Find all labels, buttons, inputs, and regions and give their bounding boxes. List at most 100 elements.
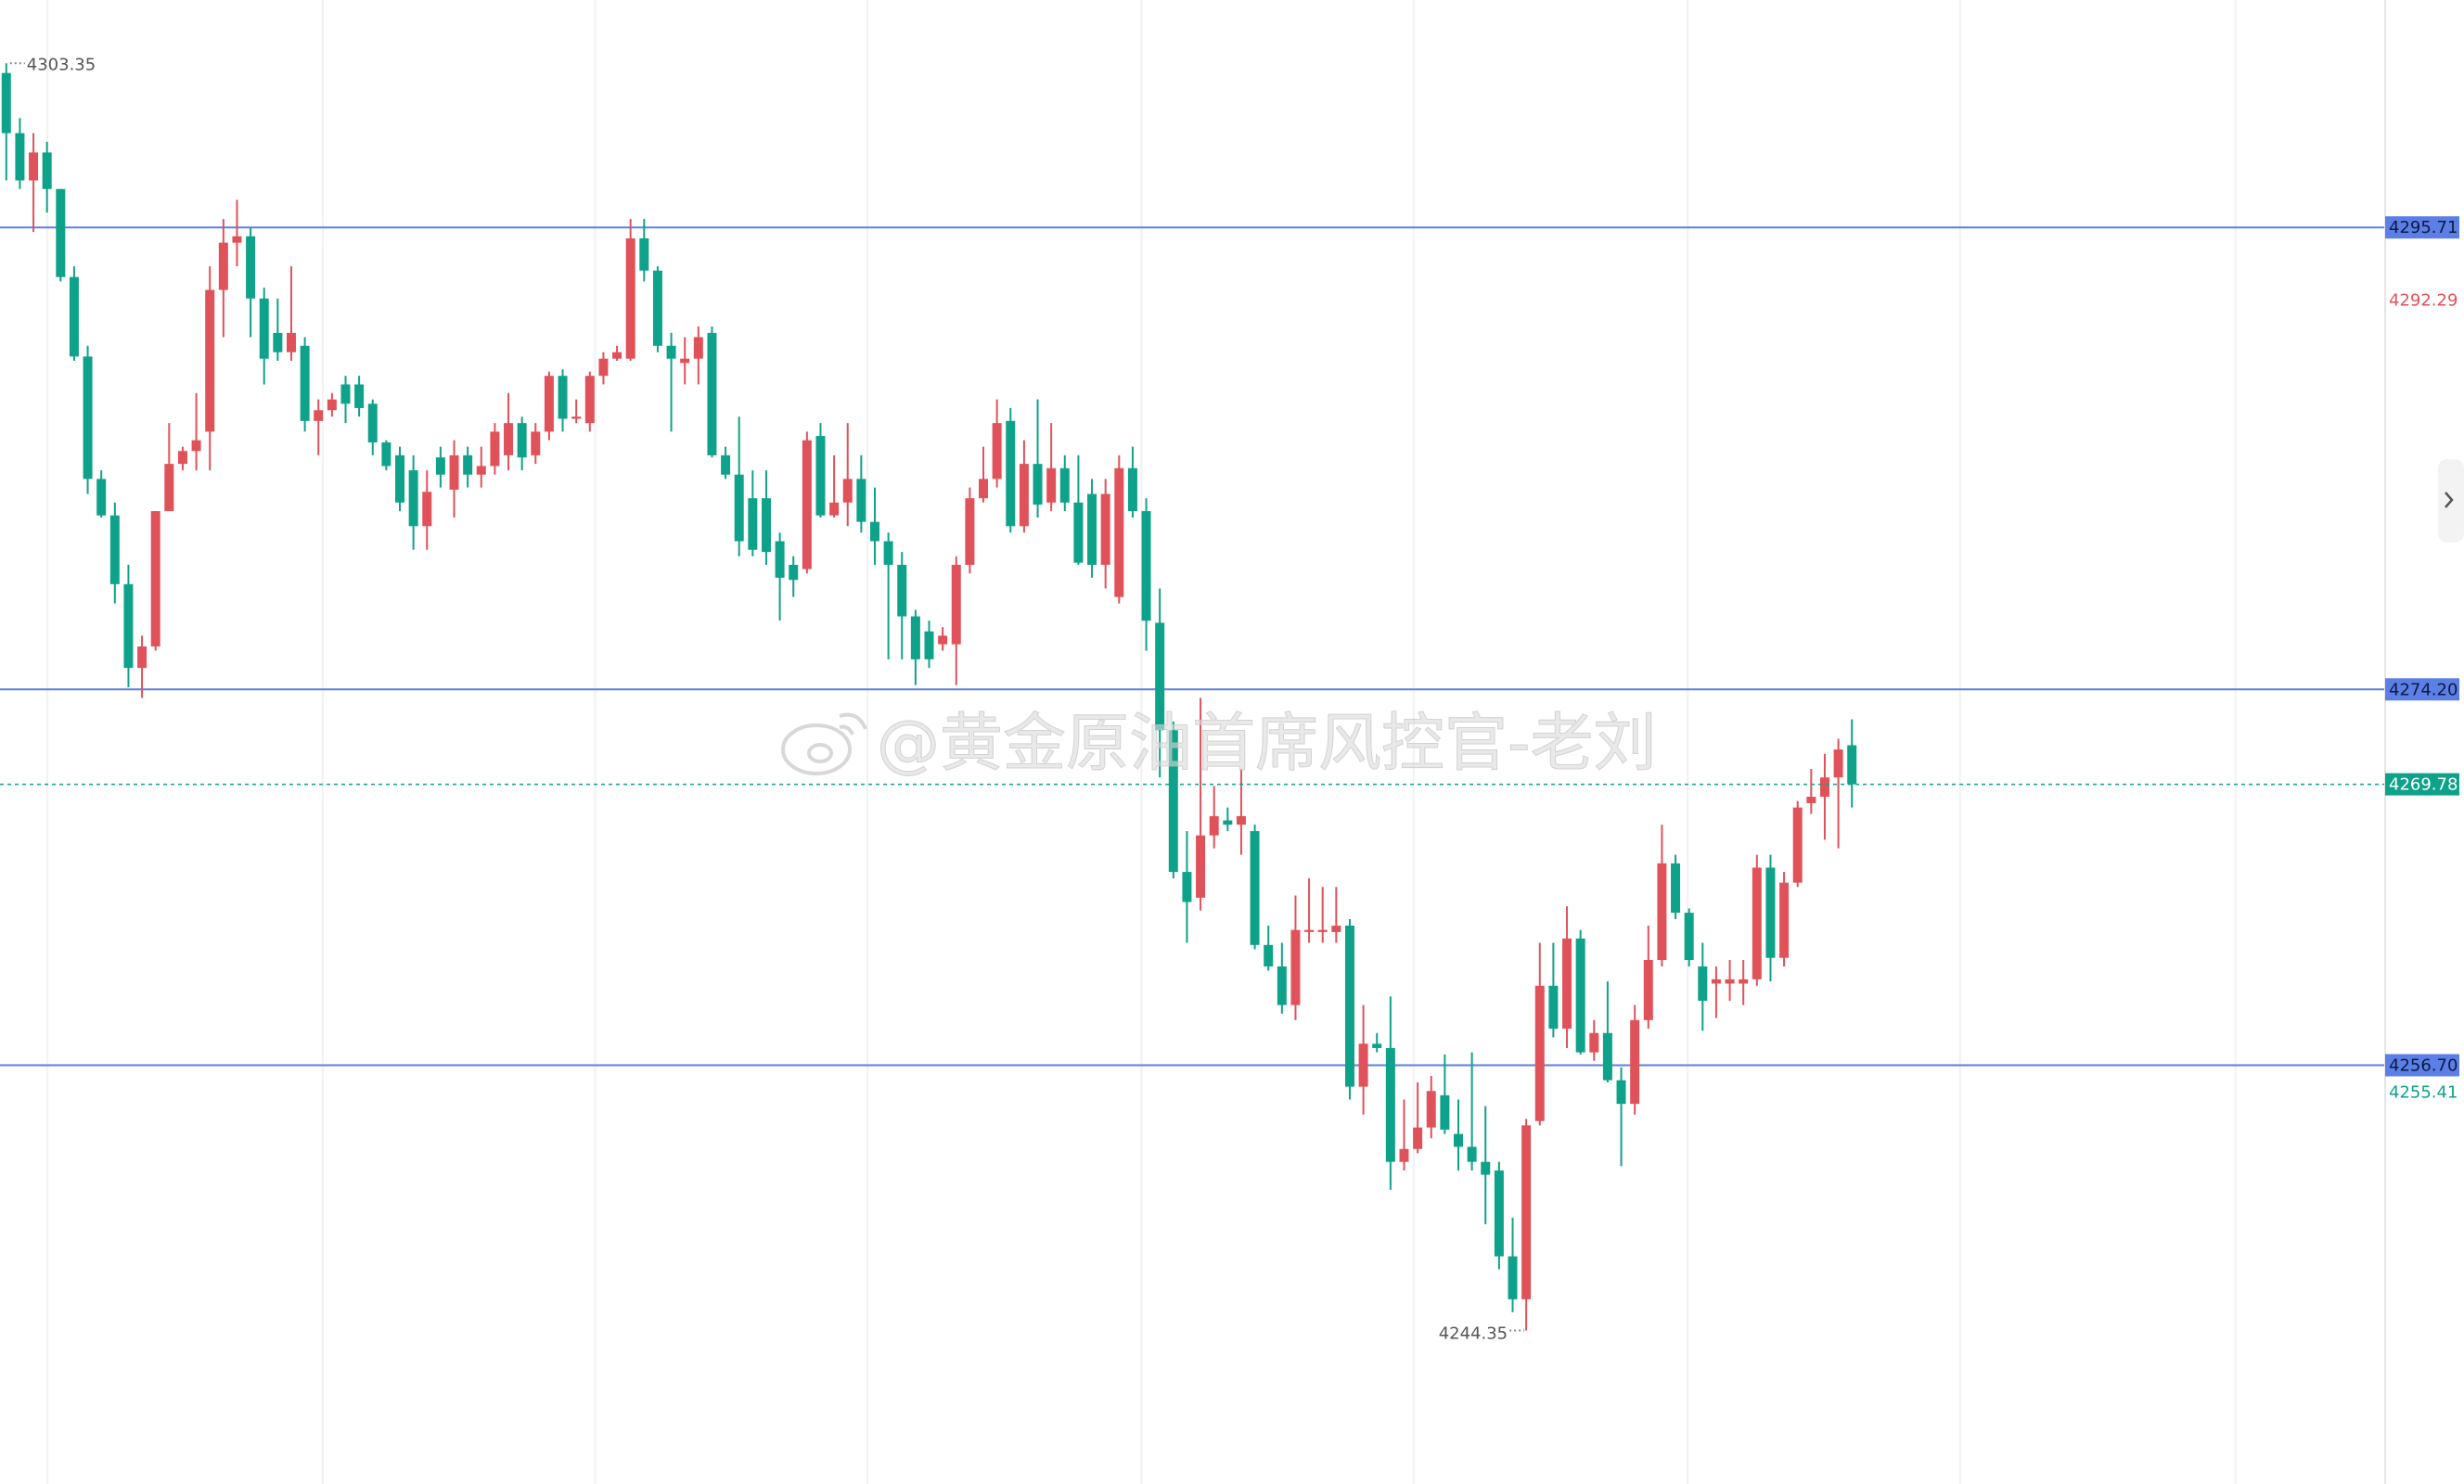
candle-body bbox=[15, 133, 25, 181]
candle-body bbox=[1657, 863, 1667, 961]
price-level-label: 4274.20 bbox=[2389, 680, 2458, 699]
candle-body bbox=[314, 410, 324, 421]
candle-body bbox=[1033, 464, 1043, 505]
watermark-logo-eye bbox=[807, 743, 833, 763]
candle-body bbox=[734, 474, 744, 542]
candle-body bbox=[191, 440, 201, 452]
candle-body bbox=[232, 236, 242, 243]
candle-body bbox=[1589, 1032, 1599, 1053]
candle-body bbox=[1236, 815, 1246, 825]
candle-body bbox=[815, 436, 826, 516]
candle-body bbox=[150, 511, 160, 646]
candle-body bbox=[1467, 1146, 1477, 1162]
candle-body bbox=[1453, 1133, 1463, 1147]
candle-body bbox=[1779, 882, 1790, 958]
candle-body bbox=[856, 479, 866, 522]
candle-body bbox=[748, 498, 758, 550]
candle-body bbox=[1765, 867, 1776, 958]
candle-body bbox=[1847, 745, 1857, 785]
candle-body bbox=[109, 515, 120, 584]
grid bbox=[45, 0, 2237, 1484]
candle-body bbox=[652, 270, 662, 346]
candle-body bbox=[612, 352, 622, 359]
candle-body bbox=[897, 564, 907, 617]
candle-body bbox=[1575, 938, 1585, 1053]
candle-body bbox=[490, 431, 500, 467]
candle-body bbox=[1358, 1043, 1368, 1087]
candle-body bbox=[1534, 985, 1545, 1121]
candle-body bbox=[123, 583, 134, 669]
candle-body bbox=[246, 236, 256, 299]
candle-body bbox=[992, 423, 1002, 480]
low-label: 4244.35 bbox=[1439, 1324, 1508, 1343]
candle-body bbox=[1806, 797, 1816, 803]
candle-body bbox=[476, 466, 486, 475]
watermark-logo bbox=[781, 723, 852, 775]
price-level-label: 4295.71 bbox=[2389, 218, 2458, 237]
candle-body bbox=[381, 441, 391, 467]
candle-body bbox=[910, 616, 920, 659]
candle-body bbox=[938, 635, 948, 645]
candle-body bbox=[1250, 831, 1260, 945]
candle-body bbox=[531, 431, 541, 455]
candle-body bbox=[1331, 925, 1341, 932]
watermark-text: @黄金原油首席风控官-老刘 bbox=[877, 708, 1657, 781]
candle-body bbox=[1426, 1091, 1436, 1128]
candle-body bbox=[1304, 929, 1315, 932]
candle-body bbox=[1344, 925, 1354, 1087]
current-price-label: 4269.78 bbox=[2389, 775, 2458, 795]
candle-body bbox=[1711, 979, 1721, 984]
candle-body bbox=[1481, 1161, 1491, 1175]
candle-body bbox=[1073, 502, 1084, 563]
candle-body bbox=[1290, 929, 1301, 1005]
candle-body bbox=[286, 332, 296, 352]
candle-body bbox=[924, 631, 934, 659]
candle-body bbox=[205, 289, 215, 432]
candle-body bbox=[1372, 1043, 1382, 1048]
collapse-button[interactable] bbox=[2438, 459, 2464, 543]
candle-body bbox=[340, 384, 351, 404]
collapse-chevron[interactable] bbox=[2445, 492, 2454, 508]
candle-body bbox=[1671, 863, 1681, 914]
candle-body bbox=[367, 403, 378, 442]
price-level-label-bg bbox=[2385, 216, 2459, 239]
watermark: @黄金原油首席风控官-老刘 bbox=[781, 707, 1657, 781]
candle-body bbox=[1548, 985, 1559, 1030]
candle-body bbox=[883, 541, 893, 565]
candle-body bbox=[177, 451, 187, 465]
candle-body bbox=[1399, 1148, 1409, 1162]
candle-body bbox=[1019, 464, 1029, 527]
candle-body bbox=[1, 72, 11, 134]
candle-body bbox=[1006, 420, 1016, 527]
candle-body bbox=[829, 502, 840, 516]
watermark-logo-waves bbox=[839, 712, 867, 736]
candle-body bbox=[1385, 1047, 1395, 1162]
candle-body bbox=[721, 454, 731, 475]
candle-body bbox=[422, 492, 432, 527]
candle-body bbox=[965, 498, 975, 565]
candle-body bbox=[1616, 1080, 1626, 1105]
candle-body bbox=[1739, 979, 1749, 984]
candle-body bbox=[1127, 467, 1137, 512]
candle-body bbox=[802, 440, 812, 569]
candle-body bbox=[29, 152, 39, 181]
candle-body bbox=[218, 242, 228, 290]
candle-body bbox=[517, 423, 527, 458]
candle-body bbox=[707, 332, 717, 455]
candle-body bbox=[1317, 929, 1328, 932]
candle-body bbox=[1792, 807, 1803, 883]
candle-body bbox=[1833, 749, 1843, 778]
candle-body bbox=[584, 376, 595, 424]
candle-body bbox=[1643, 960, 1653, 1020]
candle-body bbox=[1059, 467, 1070, 503]
candle-body bbox=[83, 356, 93, 480]
candle-body bbox=[1725, 979, 1735, 984]
candle-body bbox=[951, 564, 961, 645]
candle-body bbox=[1196, 835, 1206, 898]
candle-body bbox=[300, 345, 310, 421]
candle-body bbox=[1209, 815, 1219, 836]
candle-body bbox=[354, 384, 365, 408]
candle-body bbox=[408, 470, 418, 527]
candle-body bbox=[1494, 1170, 1504, 1257]
candle-body bbox=[639, 238, 649, 271]
